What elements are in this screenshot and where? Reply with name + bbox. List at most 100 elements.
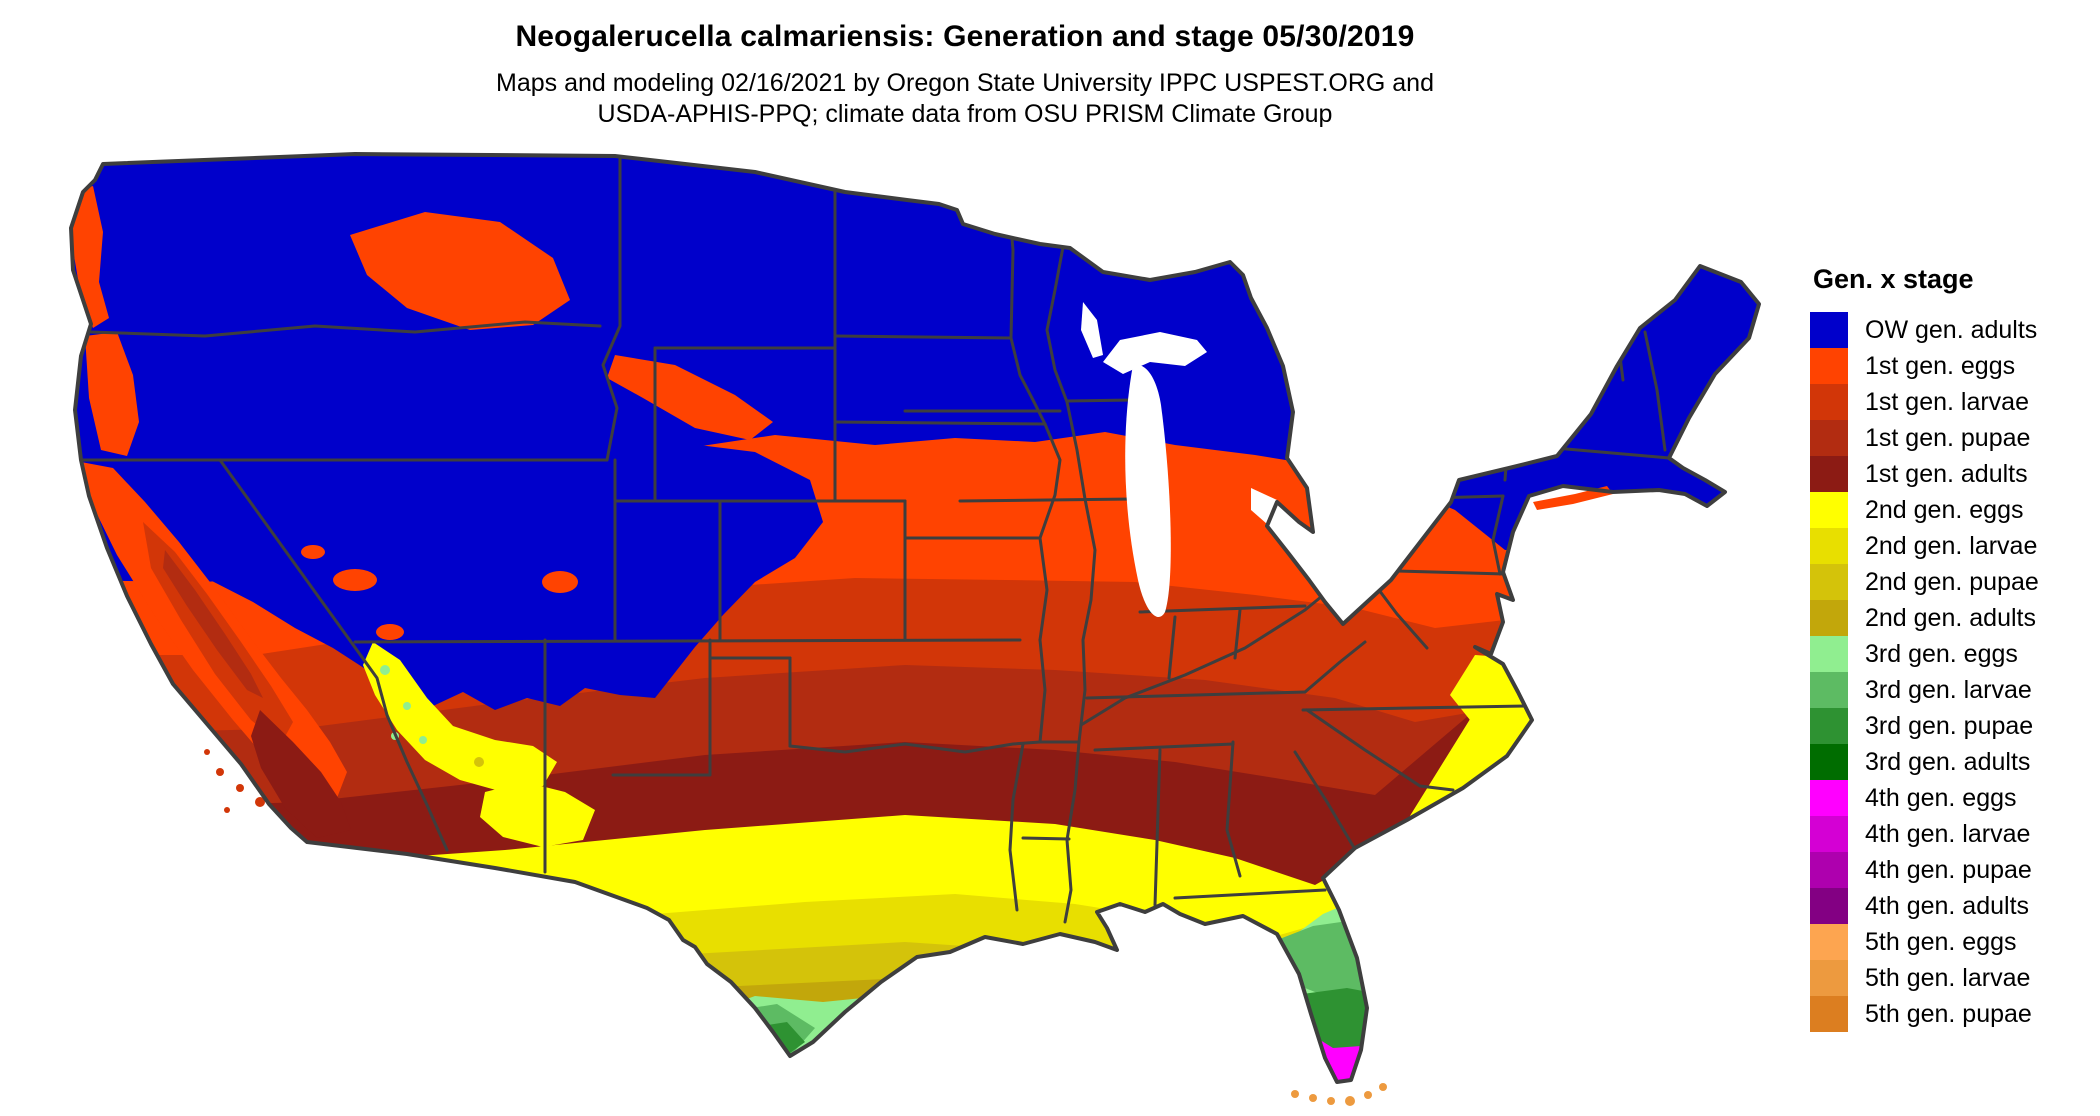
- or-coast-orange: [85, 332, 139, 456]
- legend-swatch: [1810, 636, 1848, 672]
- channel-islands: [204, 749, 265, 813]
- legend: Gen. x stage OW gen. adults 1st gen. egg…: [1810, 264, 2095, 1032]
- nevada-orange-patch: [376, 624, 404, 640]
- legend-entry: 4th gen. larvae: [1810, 816, 2095, 852]
- legend-entry-label: 1st gen. larvae: [1865, 387, 2029, 416]
- nevada-orange-patch: [333, 569, 377, 591]
- legend-entry-label: 1st gen. pupae: [1865, 423, 2031, 452]
- legend-swatch: [1810, 744, 1848, 780]
- legend-entry-label: 5th gen. larvae: [1865, 963, 2031, 992]
- great-lakes: [1081, 302, 1277, 617]
- socal-maroon: [251, 710, 351, 838]
- legend-entry-label: 3rd gen. pupae: [1865, 711, 2034, 740]
- central-valley-core: [163, 550, 263, 698]
- legend-entry-label: 2nd gen. pupae: [1865, 567, 2039, 596]
- legend-swatch: [1810, 852, 1848, 888]
- legend-entry: 3rd gen. pupae: [1810, 708, 2095, 744]
- us-map: [55, 150, 1820, 1115]
- legend-swatch: [1810, 384, 1848, 420]
- columbia-basin-orange: [350, 212, 570, 330]
- legend-swatch: [1810, 780, 1848, 816]
- nevada-orange-patch: [301, 545, 325, 559]
- legend-swatch: [1810, 888, 1848, 924]
- new-england-blue: [1293, 205, 1759, 465]
- legend-entry-label: 4th gen. eggs: [1865, 783, 2017, 812]
- legend-entry-label: 4th gen. pupae: [1865, 855, 2032, 884]
- legend-entry-label: 2nd gen. adults: [1865, 603, 2036, 632]
- snake-plain-orange: [607, 355, 773, 440]
- lake-michigan-straits: [1103, 332, 1207, 374]
- wa-coast-orange: [71, 186, 109, 328]
- legend-entry: 5th gen. larvae: [1810, 960, 2095, 996]
- yuma-gold-dot: [474, 757, 484, 767]
- legend-swatch: [1810, 528, 1848, 564]
- legend-entry-label: 4th gen. larvae: [1865, 819, 2031, 848]
- legend-entry-label: 2nd gen. eggs: [1865, 495, 2024, 524]
- legend-entry: 5th gen. pupae: [1810, 996, 2095, 1032]
- legend-swatch: [1810, 492, 1848, 528]
- legend-swatch: [1810, 348, 1848, 384]
- legend-entry: 2nd gen. adults: [1810, 600, 2095, 636]
- header: Neogalerucella calmariensis: Generation …: [0, 20, 1930, 130]
- legend-entry: 1st gen. adults: [1810, 456, 2095, 492]
- florida-keys: [1291, 1083, 1387, 1106]
- florida-darkgreen-core: [1317, 1020, 1371, 1048]
- green-bay: [1081, 302, 1103, 358]
- catskills-blue-dot: [1484, 437, 1510, 463]
- lake-michigan: [1125, 364, 1171, 617]
- legend-rows: OW gen. adults 1st gen. eggs 1st gen. la…: [1810, 312, 2095, 1032]
- page-title: Neogalerucella calmariensis: Generation …: [515, 20, 1415, 53]
- subtitle-line-2: USDA-APHIS-PPQ; climate data from OSU PR…: [597, 100, 1333, 128]
- long-island: [1533, 486, 1613, 510]
- legend-entry: 2nd gen. pupae: [1810, 564, 2095, 600]
- legend-entry-label: 1st gen. eggs: [1865, 351, 2016, 380]
- legend-entry: 1st gen. eggs: [1810, 348, 2095, 384]
- legend-entry-label: 5th gen. pupae: [1865, 999, 2032, 1028]
- legend-swatch: [1810, 924, 1848, 960]
- legend-entry-label: 5th gen. eggs: [1865, 927, 2017, 956]
- us-outline: [69, 152, 1761, 1084]
- legend-entry: 3rd gen. adults: [1810, 744, 2095, 780]
- state-borders: [79, 156, 1671, 924]
- legend-swatch: [1810, 816, 1848, 852]
- texas-tip-4th-eggs: [774, 1045, 780, 1051]
- legend-entry: 1st gen. pupae: [1810, 420, 2095, 456]
- legend-title: Gen. x stage: [1813, 264, 1974, 294]
- rockies-blue: [110, 442, 823, 710]
- map-fill-layers: [71, 154, 1759, 1082]
- legend-entry: 5th gen. eggs: [1810, 924, 2095, 960]
- us-map-svg: [69, 152, 1761, 1106]
- legend-entry-label: 1st gen. adults: [1865, 459, 2028, 488]
- legend-entry: 4th gen. adults: [1810, 888, 2095, 924]
- colorado-river-green-dot: [380, 665, 390, 675]
- legend-swatch: [1810, 672, 1848, 708]
- legend-swatch: [1810, 708, 1848, 744]
- arizona-yellow: [363, 642, 557, 792]
- legend-entry: 4th gen. eggs: [1810, 780, 2095, 816]
- legend-entry: 2nd gen. larvae: [1810, 528, 2095, 564]
- legend-entry-label: 4th gen. adults: [1865, 891, 2030, 920]
- legend-entry: 2nd gen. eggs: [1810, 492, 2095, 528]
- texas-tip-4th-eggs: [766, 1037, 772, 1043]
- legend-swatch: [1810, 564, 1848, 600]
- legend-entry: OW gen. adults: [1810, 312, 2095, 348]
- legend-swatch: [1810, 420, 1848, 456]
- colorado-river-green-dot: [403, 702, 411, 710]
- legend-swatch: [1810, 996, 1848, 1032]
- legend-entry: 4th gen. pupae: [1810, 852, 2095, 888]
- legend-swatch: [1810, 456, 1848, 492]
- colorado-river-green-dot: [419, 736, 427, 744]
- utah-orange-patch: [542, 571, 578, 593]
- legend-entry: 3rd gen. larvae: [1810, 672, 2095, 708]
- new-mexico-south-yellow: [480, 782, 595, 847]
- legend-entry: 1st gen. larvae: [1810, 384, 2095, 420]
- legend-swatch: [1810, 960, 1848, 996]
- legend-entry: 3rd gen. eggs: [1810, 636, 2095, 672]
- west-virginia-blue-dot: [1342, 489, 1360, 507]
- subtitle: Maps and modeling 02/16/2021 by Oregon S…: [0, 68, 1930, 130]
- legend-entry-label: 2nd gen. larvae: [1865, 531, 2038, 560]
- subtitle-line-1: Maps and modeling 02/16/2021 by Oregon S…: [496, 69, 1434, 97]
- legend-entry-label: 3rd gen. eggs: [1865, 639, 2018, 668]
- legend-entry-label: 3rd gen. adults: [1865, 747, 2031, 776]
